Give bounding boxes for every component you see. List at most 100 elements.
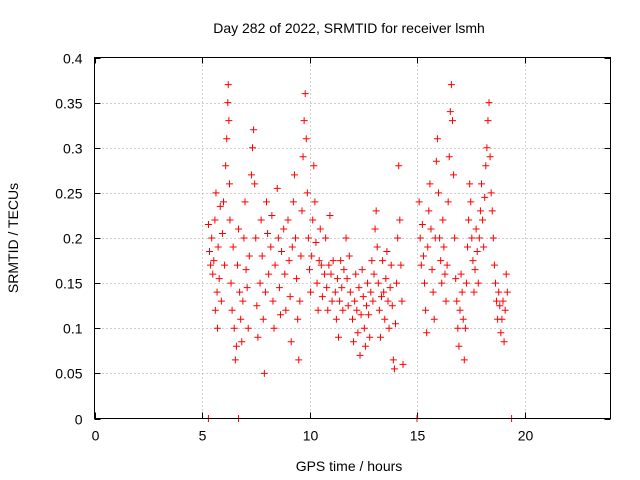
data-point [260, 369, 268, 377]
grid [94, 57, 611, 419]
data-point [271, 261, 279, 269]
data-point [309, 216, 317, 224]
data-point [437, 257, 445, 265]
data-point [486, 153, 494, 161]
data-point [210, 257, 218, 265]
data-point [454, 324, 462, 332]
data-point [475, 234, 483, 242]
data-point [499, 297, 507, 305]
data-point [217, 297, 225, 305]
data-point [448, 117, 456, 125]
data-point [487, 189, 495, 197]
data-point [479, 216, 487, 224]
data-point [421, 279, 429, 287]
data-point [352, 270, 360, 278]
data-point [265, 270, 273, 278]
data-point [328, 297, 336, 305]
data-point [224, 99, 232, 107]
data-point [224, 81, 232, 89]
data-point [247, 171, 255, 179]
x-tick-label: 20 [518, 428, 534, 444]
data-point [485, 99, 493, 107]
data-point [444, 198, 452, 206]
data-point [447, 81, 455, 89]
data-point [221, 261, 229, 269]
data-point [324, 306, 332, 314]
data-point [314, 306, 322, 314]
data-point [228, 306, 236, 314]
data-point [295, 356, 303, 364]
data-point [326, 211, 334, 219]
data-point [398, 297, 406, 305]
data-point [230, 324, 238, 332]
data-point [307, 288, 315, 296]
data-point [497, 329, 505, 337]
data-point [312, 239, 320, 247]
data-point [301, 90, 309, 98]
data-point [276, 311, 284, 319]
data-point [238, 338, 246, 346]
data-point [302, 135, 310, 143]
data-point [462, 279, 470, 287]
data-point [208, 234, 216, 242]
data-point [331, 288, 339, 296]
data-point [227, 279, 235, 287]
data-point [470, 288, 478, 296]
x-tick-label: 0 [92, 428, 100, 444]
data-point [370, 270, 378, 278]
data-point [256, 279, 264, 287]
data-point [232, 342, 240, 350]
data-point [311, 198, 319, 206]
data-point [364, 279, 372, 287]
data-point [351, 297, 359, 305]
data-point [243, 284, 251, 292]
data-point [355, 284, 363, 292]
data-point [445, 153, 453, 161]
data-point [345, 252, 353, 260]
data-point [212, 189, 220, 197]
data-point [293, 275, 301, 283]
x-tick-label: 10 [303, 428, 319, 444]
data-point [433, 135, 441, 143]
data-point [467, 198, 475, 206]
data-point [280, 225, 288, 233]
data-point [482, 162, 490, 170]
data-point [436, 234, 444, 242]
data-point [367, 288, 375, 296]
x-tick-label: 15 [410, 428, 426, 444]
data-point [257, 216, 265, 224]
data-point [249, 144, 257, 152]
data-point [473, 248, 481, 256]
data-point [426, 180, 434, 188]
data-point [254, 333, 262, 341]
data-point [329, 257, 337, 265]
y-tick-label: 0.1 [63, 321, 83, 337]
plot-frame [94, 57, 611, 419]
data-point [418, 220, 426, 228]
data-point [207, 261, 215, 269]
data-point [381, 315, 389, 323]
data-point [343, 275, 351, 283]
data-point [422, 306, 430, 314]
data-point [356, 351, 364, 359]
y-tick-label: 0.3 [63, 141, 83, 157]
data-point [419, 252, 427, 260]
data-point [384, 297, 392, 305]
data-point [244, 324, 252, 332]
data-point [261, 288, 269, 296]
data-point [368, 257, 376, 265]
y-tick-label: 0.4 [63, 51, 83, 67]
data-point [321, 270, 329, 278]
data-point [451, 234, 459, 242]
data-point [316, 225, 324, 233]
data-point [360, 324, 368, 332]
data-point [461, 324, 469, 332]
data-point [388, 302, 396, 310]
data-point [493, 297, 501, 305]
data-point [251, 180, 259, 188]
data-point [290, 171, 298, 179]
data-point [432, 157, 440, 165]
data-point [389, 356, 397, 364]
data-point [469, 257, 477, 265]
